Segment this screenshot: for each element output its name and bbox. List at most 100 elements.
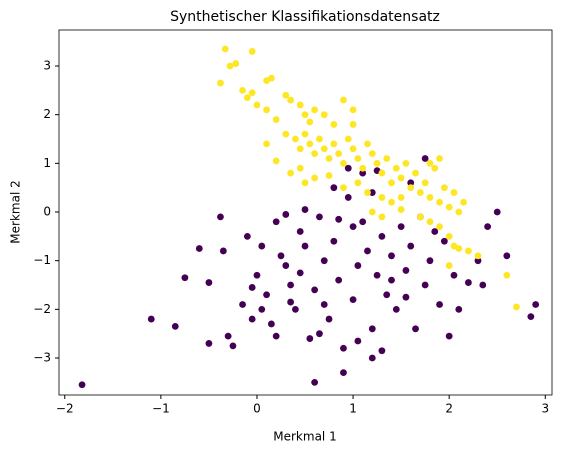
point [282, 262, 290, 269]
point [282, 91, 290, 99]
point [421, 281, 429, 289]
point [421, 155, 429, 162]
point [412, 325, 419, 333]
point [354, 179, 362, 187]
point [263, 291, 270, 299]
point [373, 159, 381, 167]
point [354, 337, 362, 345]
point [436, 301, 443, 308]
point [205, 340, 213, 347]
point [311, 378, 319, 386]
x-axis-label: Merkmal 1 [273, 430, 336, 444]
point [335, 276, 343, 284]
point [287, 281, 295, 289]
point [388, 198, 395, 206]
point [436, 223, 443, 231]
point [344, 164, 352, 172]
point [532, 301, 540, 308]
point [325, 172, 333, 179]
point [205, 279, 213, 286]
point [474, 252, 482, 260]
point [364, 140, 371, 148]
point [354, 262, 362, 269]
point [311, 150, 319, 158]
point [397, 223, 405, 231]
point [436, 155, 443, 162]
point [217, 79, 224, 87]
point [277, 252, 285, 260]
point [253, 271, 261, 279]
point [455, 305, 463, 313]
point [503, 252, 511, 260]
point [397, 206, 405, 213]
point [527, 313, 535, 321]
point [239, 86, 246, 94]
point [354, 155, 362, 162]
y-axis-label: Merkmal 2 [9, 180, 23, 243]
y-tick-label: 2 [43, 107, 51, 121]
point [272, 157, 280, 165]
point [253, 101, 261, 109]
point [147, 315, 155, 323]
point [349, 121, 357, 128]
point [296, 228, 304, 235]
point [306, 335, 314, 342]
point [493, 208, 501, 216]
point [320, 257, 328, 265]
point [464, 247, 472, 255]
point [402, 293, 410, 301]
point [301, 130, 309, 138]
point [344, 135, 352, 143]
x-tick-label: 3 [541, 402, 549, 416]
point [248, 48, 256, 55]
x-tick-label: −2 [56, 402, 74, 416]
point [349, 145, 357, 153]
point [320, 301, 328, 308]
point [460, 198, 467, 206]
point [378, 347, 386, 355]
point [330, 237, 338, 245]
point [258, 242, 266, 250]
point [416, 189, 424, 196]
chart-title: Synthetischer Klassifikationsdatensatz [170, 9, 440, 25]
point [316, 135, 323, 143]
point [335, 215, 343, 223]
point [320, 145, 328, 153]
x-tick-label: 2 [445, 402, 453, 416]
point [378, 213, 386, 221]
point [229, 342, 237, 350]
y-tick-label: −1 [33, 253, 51, 267]
point [407, 242, 415, 250]
point [263, 106, 270, 114]
point [373, 271, 381, 279]
point [248, 315, 256, 323]
y-tick-label: −2 [33, 302, 51, 316]
point [426, 257, 434, 265]
y-tick-label: 3 [43, 59, 51, 73]
point [267, 74, 275, 82]
point [445, 262, 453, 269]
point [378, 194, 386, 201]
point [335, 150, 343, 158]
x-tick-label: 0 [253, 402, 261, 416]
point [426, 218, 434, 226]
point [479, 281, 487, 289]
point [287, 298, 295, 306]
point [296, 164, 304, 172]
point [431, 228, 439, 235]
point [426, 194, 434, 201]
point [383, 155, 391, 162]
point [503, 271, 511, 279]
point [359, 169, 367, 177]
point [397, 194, 405, 201]
x-tick-label: −1 [152, 402, 170, 416]
point [272, 332, 280, 340]
point [316, 330, 323, 338]
point [311, 174, 319, 182]
point [364, 247, 371, 255]
point [388, 252, 395, 260]
point [445, 332, 453, 340]
point [368, 150, 376, 158]
point [455, 208, 463, 216]
point [392, 305, 400, 313]
